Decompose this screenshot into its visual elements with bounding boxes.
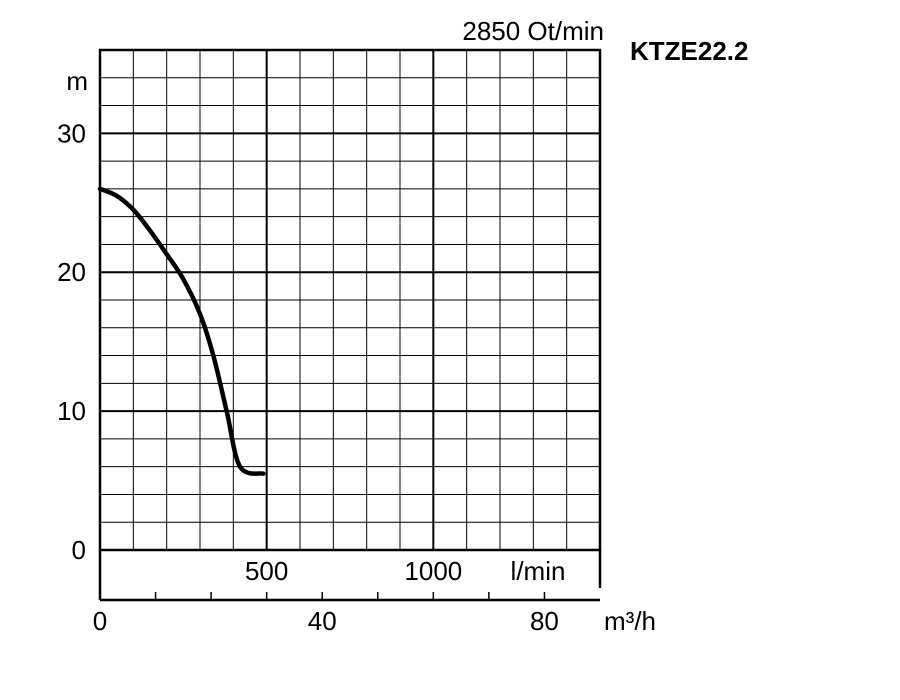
plot-border (98, 48, 602, 552)
plot-frame (98, 48, 602, 602)
y-tick-label: 0 (72, 535, 86, 565)
x-tick-label-m3h: 0 (93, 606, 107, 636)
x-unit-lmin-label: l/min (511, 556, 566, 586)
speed-label: 2850 Ot/min (462, 16, 604, 46)
x-tick-label-lmin: 500 (245, 556, 288, 586)
x-tick-label-m3h: 80 (530, 606, 559, 636)
grid (100, 50, 600, 550)
labels: 2850 Ot/min KTZE22.2 m l/min m³/h (66, 16, 748, 636)
y-tick-label: 20 (57, 257, 86, 287)
x-tick-label-m3h: 40 (308, 606, 337, 636)
model-label: KTZE22.2 (630, 36, 749, 66)
y-tick-label: 30 (57, 118, 86, 148)
series-layer (97, 186, 266, 476)
tick-labels: 0 10 20 30 500 1000 0 40 80 (57, 118, 559, 636)
pump-curve-line (97, 186, 266, 476)
x-tick-label-lmin: 1000 (404, 556, 462, 586)
y-unit-label: m (66, 66, 88, 96)
x-unit-m3h-label: m³/h (604, 606, 656, 636)
y-tick-label: 10 (57, 396, 86, 426)
